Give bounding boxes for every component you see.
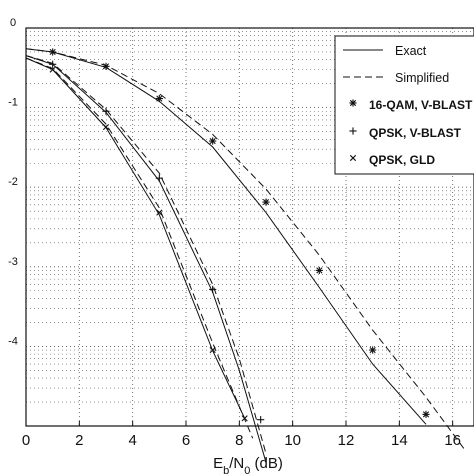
- marker-point: [257, 416, 265, 424]
- marker-point: [209, 137, 217, 145]
- exact-curve-1: [25, 48, 427, 425]
- y-tick-label: -2: [8, 176, 18, 188]
- series-markers: [49, 48, 430, 424]
- marker-point: [369, 346, 377, 354]
- exact-curve-2: [25, 55, 267, 463]
- legend-entry-label: QPSK, GLD: [369, 153, 435, 167]
- marker-point: [102, 62, 110, 70]
- x-tick-label: 6: [182, 432, 190, 449]
- y-tick-labels: 0 -1 -2 -3 -4: [8, 17, 18, 347]
- legend-entry-label: Simplified: [395, 71, 449, 85]
- marker-point: [422, 410, 430, 418]
- legend-marker-sample: [349, 154, 357, 162]
- marker-point: [209, 285, 217, 294]
- marker-point: [49, 66, 56, 73]
- exact-curve-3: [25, 57, 246, 419]
- y-tick-label: -1: [8, 97, 18, 109]
- legend: Exact Simplified 16-QAM, V-BLAST QPSK, V-BL…: [334, 35, 474, 175]
- marker-point: [49, 60, 57, 68]
- marker-point: [155, 94, 163, 103]
- marker-point: [102, 107, 110, 115]
- marker-point: [209, 346, 216, 354]
- plot-frame: [25, 27, 474, 427]
- marker-point: [315, 266, 323, 275]
- marker-point: [262, 198, 270, 206]
- simplified-curve-1: [25, 48, 467, 452]
- legend-box: [334, 35, 474, 175]
- marker-point: [156, 209, 163, 216]
- y-tick-label: -3: [8, 256, 18, 268]
- x-tick-label: 16: [444, 432, 461, 449]
- x-tick-label: 8: [235, 432, 243, 449]
- x-tick-label: 12: [338, 432, 355, 449]
- x-tick-label: 10: [284, 432, 301, 449]
- marker-point: [102, 123, 110, 131]
- grid: [26, 28, 474, 427]
- x-tick-label: 0: [22, 432, 30, 449]
- legend-entry-label: Exact: [395, 44, 427, 58]
- legend-marker-sample: [349, 127, 357, 135]
- y-tick-label: -4: [8, 335, 18, 347]
- marker-point: [49, 48, 57, 56]
- marker-point: [241, 415, 248, 422]
- x-tick-label: 14: [391, 432, 408, 449]
- axes-box: [25, 27, 474, 427]
- legend-entry-label: QPSK, V-BLAST: [369, 126, 462, 140]
- simplified-curve-3: [25, 57, 254, 439]
- x-tick-label: 2: [75, 432, 83, 449]
- legend-marker-sample: [349, 99, 357, 107]
- x-tick-labels: 0 2 4 6 8 10 12 14 16: [22, 432, 461, 449]
- legend-entry-label: 16-QAM, V-BLAST: [369, 98, 473, 112]
- y-tick-label: 0: [10, 17, 16, 29]
- marker-point: [155, 174, 163, 182]
- x-axis-label: Eb/N0 (dB): [213, 455, 283, 474]
- x-tick-label: 4: [128, 432, 136, 449]
